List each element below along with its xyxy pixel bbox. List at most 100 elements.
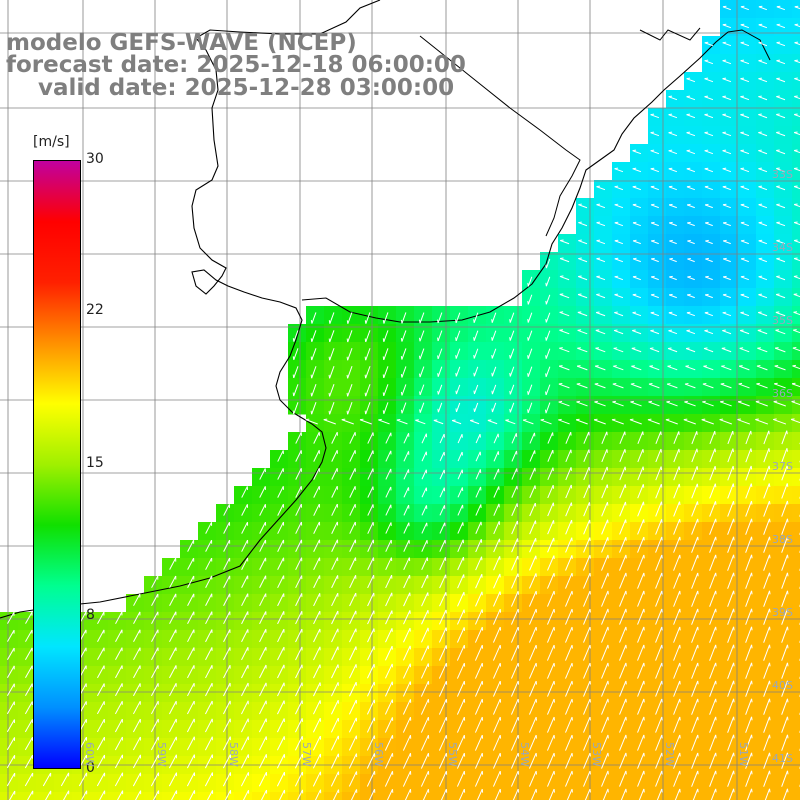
wind-arrow xyxy=(632,168,642,173)
wind-arrow xyxy=(529,467,536,480)
wind-arrow xyxy=(224,790,231,800)
wind-arrow-head xyxy=(328,410,331,415)
wind-arrow-head xyxy=(415,419,419,421)
field-cell xyxy=(342,792,361,800)
wind-arrow xyxy=(619,572,627,589)
wind-arrow-head xyxy=(505,419,510,421)
wind-arrow-head xyxy=(722,185,727,188)
field-cell xyxy=(792,324,800,343)
wind-arrow-head xyxy=(786,680,789,685)
wind-arrow xyxy=(330,753,339,769)
wind-arrow xyxy=(259,539,266,552)
wind-arrow xyxy=(456,698,465,715)
wind-arrow xyxy=(619,608,627,625)
wind-arrow xyxy=(510,752,519,769)
wind-arrow xyxy=(651,240,659,245)
wind-arrow xyxy=(614,168,624,173)
wind-arrow-head xyxy=(794,185,798,187)
wind-arrow-head xyxy=(722,167,727,170)
wind-arrow xyxy=(612,383,624,389)
wind-arrow xyxy=(259,682,267,697)
wind-arrow-head xyxy=(509,355,511,359)
wind-arrow-head xyxy=(648,383,653,385)
wind-arrow xyxy=(776,276,786,281)
wind-arrow xyxy=(259,629,267,643)
wind-arrow-head xyxy=(669,221,673,224)
wind-arrow xyxy=(655,644,663,661)
wind-arrow xyxy=(385,450,392,462)
wind-arrow-head xyxy=(558,383,563,385)
wind-arrow xyxy=(722,78,732,83)
wind-arrow xyxy=(601,716,609,733)
wind-arrow xyxy=(187,593,195,606)
wind-arrow-head xyxy=(437,408,439,413)
wind-arrow xyxy=(241,647,249,661)
wind-arrow xyxy=(403,487,410,498)
wind-arrow-head xyxy=(776,293,780,295)
wind-arrow xyxy=(187,665,195,679)
wind-arrow xyxy=(169,611,177,625)
wind-arrow xyxy=(655,608,663,625)
field-cell xyxy=(0,792,19,800)
wind-arrow xyxy=(205,593,213,606)
wind-arrow-head xyxy=(758,113,762,116)
wind-arrow-head xyxy=(577,329,582,331)
wind-arrow-head xyxy=(630,383,635,385)
wind-arrow xyxy=(475,451,481,462)
wind-arrow-head xyxy=(419,409,421,413)
wind-arrow xyxy=(96,718,105,733)
wind-arrow xyxy=(277,539,284,552)
wind-arrow xyxy=(331,450,338,462)
wind-arrow xyxy=(509,384,515,395)
wind-arrow xyxy=(632,150,642,155)
wind-arrow-head xyxy=(786,698,789,703)
wind-arrow xyxy=(311,366,317,379)
wind-arrow xyxy=(781,500,788,517)
wind-arrow-head xyxy=(686,329,691,332)
wind-arrow-head xyxy=(560,239,564,241)
wind-arrow xyxy=(673,448,680,463)
wind-arrow xyxy=(473,366,479,377)
wind-arrow-head xyxy=(346,392,349,397)
wind-arrow xyxy=(492,734,501,751)
latitude-label: 33S xyxy=(772,168,793,181)
wind-arrow xyxy=(510,770,519,787)
wind-arrow-head xyxy=(651,275,655,278)
wind-arrow xyxy=(133,647,141,661)
wind-arrow xyxy=(510,716,519,733)
wind-arrow xyxy=(704,150,714,155)
wind-arrow xyxy=(691,752,699,769)
field-cell xyxy=(720,792,739,800)
wind-arrow-head xyxy=(740,131,744,134)
wind-arrow-head xyxy=(509,372,511,377)
wind-arrow xyxy=(169,647,177,661)
field-cell xyxy=(792,252,800,271)
wind-arrow-head xyxy=(614,221,619,224)
wind-arrow-head xyxy=(651,221,655,224)
wind-arrow xyxy=(349,450,356,462)
wind-arrow-head xyxy=(596,293,600,296)
wind-arrow xyxy=(96,683,105,697)
wind-arrow xyxy=(510,698,519,715)
wind-arrow xyxy=(763,483,770,499)
wind-arrow xyxy=(223,647,231,661)
wind-arrow xyxy=(347,330,353,343)
wind-arrow xyxy=(631,365,642,371)
field-cell xyxy=(792,342,800,361)
wind-arrow xyxy=(402,663,411,679)
wind-arrow-head xyxy=(722,95,727,98)
wind-arrow xyxy=(359,419,372,425)
wind-arrow xyxy=(655,698,663,715)
wind-arrow xyxy=(152,790,160,800)
wind-arrow-head xyxy=(776,113,780,116)
wind-arrow xyxy=(673,554,681,571)
wind-arrow-head xyxy=(596,203,601,206)
wind-arrow xyxy=(419,366,425,378)
wind-arrow xyxy=(740,150,750,155)
wind-arrow-head xyxy=(703,365,708,367)
wind-arrow xyxy=(691,734,699,751)
wind-arrow-head xyxy=(647,418,652,421)
wind-arrow-head xyxy=(776,5,781,8)
wind-arrow xyxy=(727,590,735,607)
wind-arrow xyxy=(650,276,659,281)
